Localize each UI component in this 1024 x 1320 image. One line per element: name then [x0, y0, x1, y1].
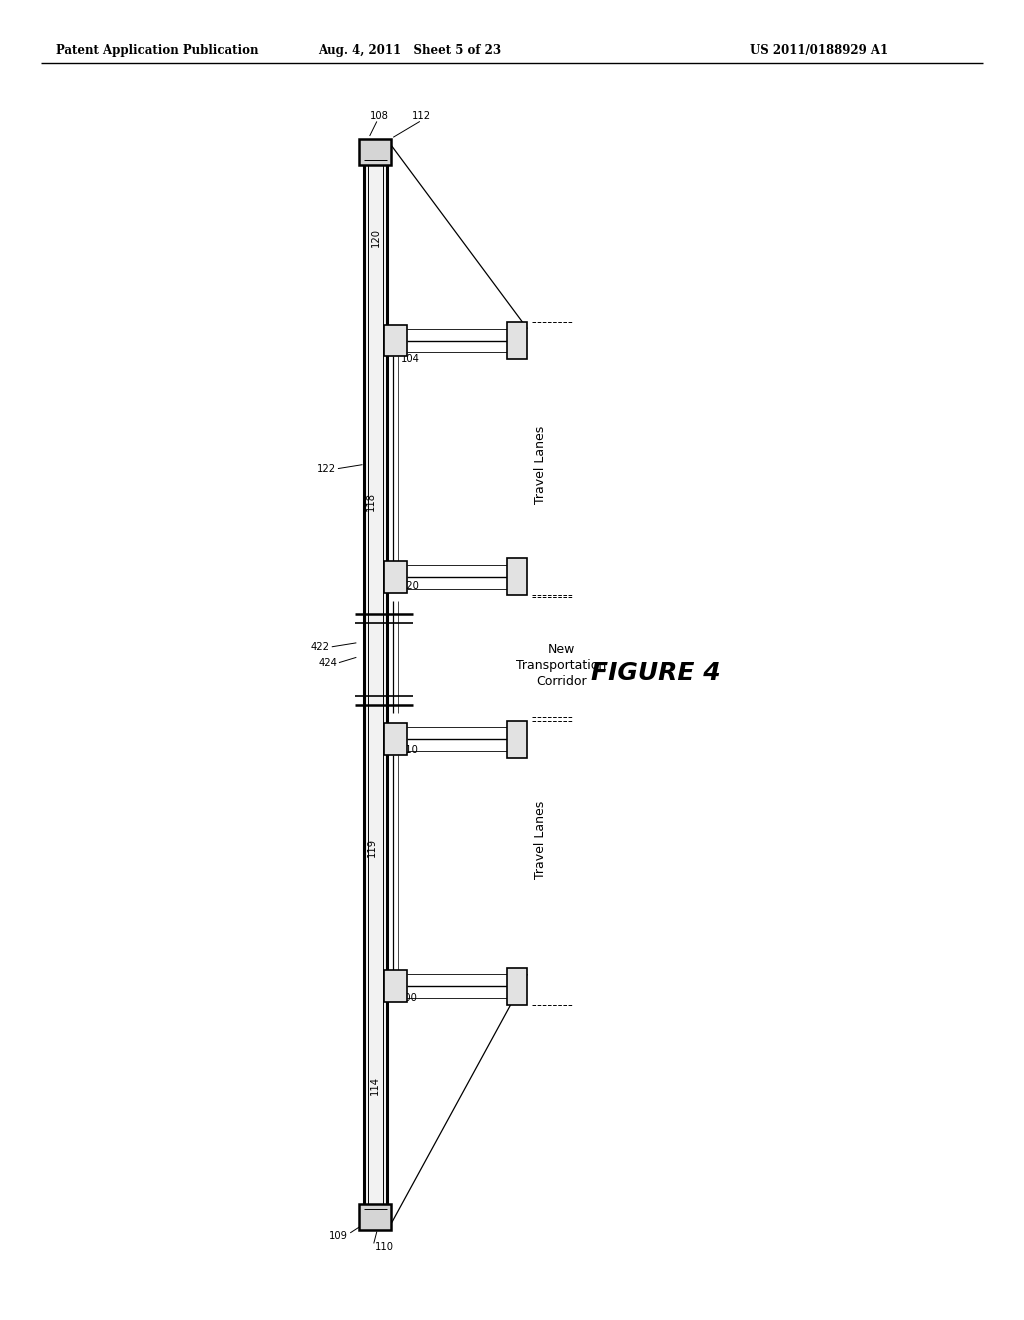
Text: 109: 109 — [329, 1230, 348, 1241]
Bar — [359, 1204, 391, 1230]
Bar — [507, 322, 527, 359]
Text: 112: 112 — [413, 111, 431, 121]
Text: 410: 410 — [399, 744, 418, 755]
Bar — [507, 968, 527, 1005]
Bar — [384, 561, 407, 593]
Text: 119: 119 — [367, 838, 377, 857]
Text: 420: 420 — [400, 581, 419, 591]
Text: 100: 100 — [399, 993, 418, 1003]
Text: FIGURE 4: FIGURE 4 — [591, 661, 720, 685]
Text: US 2011/0188929 A1: US 2011/0188929 A1 — [751, 44, 888, 57]
Bar — [507, 721, 527, 758]
Bar — [384, 723, 407, 755]
Text: Corridor: Corridor — [536, 675, 587, 688]
Text: Travel Lanes: Travel Lanes — [535, 425, 547, 504]
Text: Transportation: Transportation — [516, 659, 606, 672]
Bar — [359, 139, 391, 165]
Text: 114: 114 — [370, 1076, 380, 1094]
Text: 110: 110 — [375, 1242, 394, 1253]
Bar — [507, 558, 527, 595]
Text: New: New — [548, 643, 574, 656]
Text: Patent Application Publication: Patent Application Publication — [56, 44, 259, 57]
Text: Aug. 4, 2011   Sheet 5 of 23: Aug. 4, 2011 Sheet 5 of 23 — [318, 44, 501, 57]
Text: 422: 422 — [310, 642, 330, 652]
Text: 104: 104 — [400, 354, 419, 364]
Text: 120: 120 — [371, 228, 381, 247]
Bar — [364, 152, 387, 1217]
Text: Travel Lanes: Travel Lanes — [535, 800, 547, 879]
Text: 118: 118 — [366, 492, 376, 511]
Text: 122: 122 — [316, 463, 336, 474]
Text: 108: 108 — [370, 111, 388, 121]
Bar — [384, 325, 407, 356]
Text: 424: 424 — [319, 657, 338, 668]
Bar — [384, 970, 407, 1002]
